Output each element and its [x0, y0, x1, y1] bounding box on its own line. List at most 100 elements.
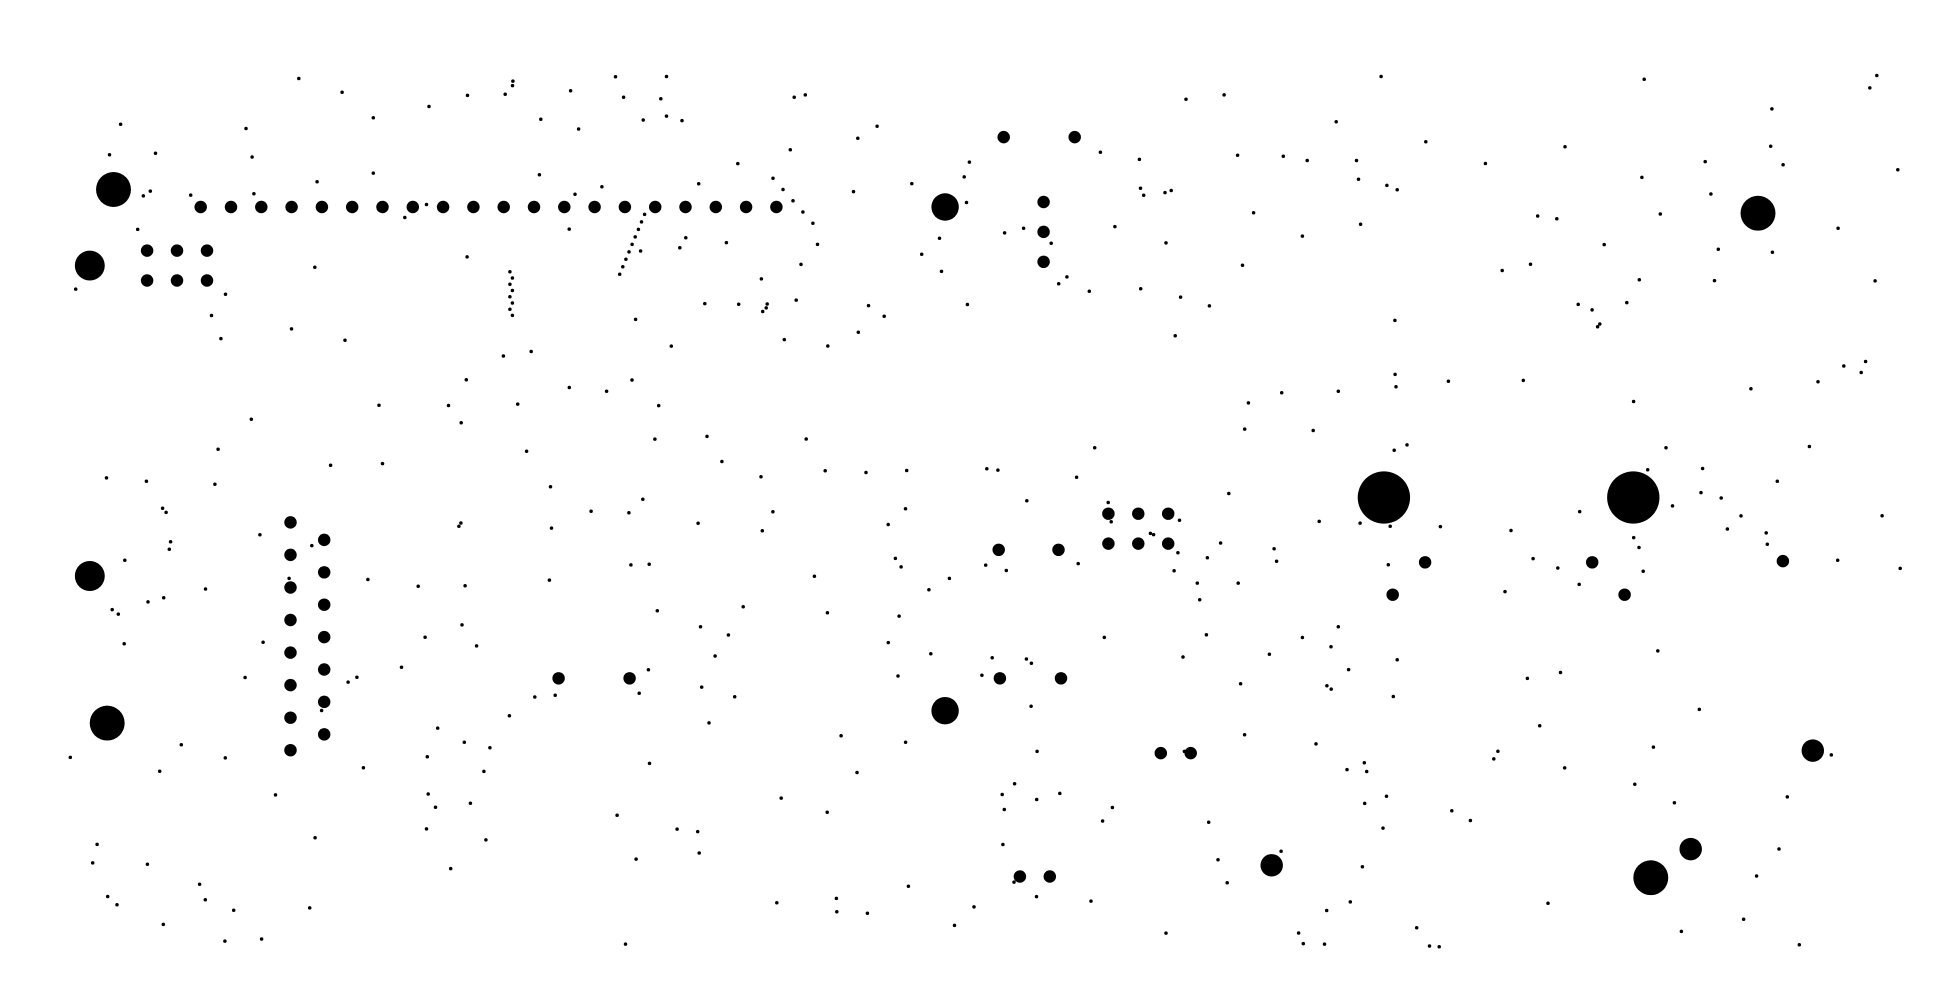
- via-dot: [882, 314, 886, 319]
- via-dot: [1697, 707, 1702, 712]
- via-dot: [1781, 163, 1785, 167]
- via-dot: [549, 526, 554, 530]
- via-dot: [448, 866, 453, 871]
- via-dot: [1251, 210, 1256, 215]
- via-dot: [547, 578, 552, 582]
- via-dot: [1777, 847, 1781, 851]
- pad-hole: [558, 200, 571, 214]
- pad-hole: [588, 200, 601, 214]
- via-dot: [424, 202, 429, 207]
- via-dot: [703, 301, 707, 306]
- via-dot: [1360, 865, 1365, 869]
- via-dot: [553, 693, 557, 697]
- via-dot: [851, 189, 856, 194]
- via-dot: [623, 942, 628, 946]
- via-dot: [1049, 241, 1053, 246]
- via-dot: [1305, 158, 1309, 163]
- pad-hole: [1386, 588, 1399, 601]
- via-dot: [1177, 518, 1182, 522]
- via-dot: [627, 250, 631, 254]
- via-dot: [465, 93, 470, 98]
- via-dot: [1395, 187, 1399, 192]
- pad-hole: [1068, 130, 1081, 144]
- via-dot: [765, 302, 769, 306]
- via-dot: [1279, 849, 1283, 854]
- via-dot: [1301, 941, 1306, 946]
- pad-hole: [140, 274, 154, 287]
- via-dot: [1242, 732, 1247, 737]
- via-dot: [244, 126, 248, 131]
- via-dot: [1012, 880, 1016, 884]
- via-dot: [634, 857, 638, 861]
- via-dot: [713, 654, 717, 658]
- via-dot: [1562, 766, 1567, 770]
- via-dot: [1100, 819, 1105, 823]
- via-dot: [203, 897, 208, 902]
- via-dot: [1388, 524, 1392, 528]
- pad-hole: [467, 200, 480, 214]
- via-dot: [1640, 175, 1644, 180]
- via-dot: [1106, 500, 1110, 505]
- via-dot: [1242, 427, 1247, 431]
- via-dot: [1414, 926, 1419, 930]
- via-dot: [416, 584, 420, 588]
- via-dot: [1246, 401, 1251, 405]
- via-dot: [1528, 262, 1533, 267]
- pad-hole: [1618, 588, 1631, 601]
- via-dot: [864, 470, 868, 475]
- via-dot: [910, 181, 914, 186]
- via-dot: [539, 117, 543, 122]
- via-dot: [1225, 880, 1229, 885]
- via-dot: [123, 558, 127, 562]
- via-dot: [1651, 745, 1656, 749]
- via-dot: [1087, 289, 1092, 293]
- via-dot: [1184, 97, 1188, 102]
- via-dot: [273, 793, 278, 797]
- via-dot: [856, 136, 860, 141]
- via-dot: [696, 181, 701, 186]
- via-dot: [1002, 231, 1007, 235]
- via-dot: [1427, 944, 1432, 948]
- via-dot: [1076, 561, 1080, 566]
- via-dot: [1240, 263, 1245, 267]
- via-dot: [1279, 390, 1284, 395]
- via-dot: [289, 327, 294, 331]
- via-dot: [736, 161, 740, 166]
- via-dot: [641, 118, 645, 122]
- via-dot: [1274, 559, 1279, 563]
- mounting-hole: [1357, 471, 1411, 524]
- via-dot: [1563, 145, 1567, 149]
- via-dot: [983, 563, 988, 567]
- via-dot: [1002, 807, 1007, 812]
- via-dot: [1000, 792, 1004, 797]
- via-dot: [775, 900, 779, 905]
- via-dot: [1300, 234, 1305, 238]
- via-dot: [1109, 519, 1113, 524]
- via-dot: [1670, 504, 1675, 508]
- via-dot: [1631, 535, 1636, 540]
- via-dot: [1113, 224, 1117, 229]
- via-dot: [927, 588, 931, 592]
- via-dot: [664, 114, 669, 118]
- via-dot: [1029, 704, 1033, 709]
- via-dot: [179, 742, 184, 747]
- via-dot: [678, 245, 682, 250]
- via-dot: [435, 726, 440, 730]
- via-dot: [811, 221, 815, 225]
- via-dot: [1555, 216, 1559, 221]
- via-dot: [919, 252, 924, 256]
- via-dot: [73, 287, 78, 291]
- via-dot: [1138, 186, 1143, 191]
- pad-hole: [1037, 255, 1050, 269]
- via-dot: [1446, 379, 1451, 383]
- via-dot: [1385, 183, 1389, 188]
- via-dot: [1181, 655, 1185, 659]
- via-dot: [1334, 120, 1338, 124]
- via-dot: [548, 484, 553, 489]
- via-dot: [567, 385, 572, 390]
- via-dot: [1324, 908, 1329, 913]
- via-dot: [209, 313, 214, 318]
- via-dot: [508, 294, 512, 299]
- via-dot: [1531, 556, 1535, 561]
- via-dot: [1749, 386, 1753, 391]
